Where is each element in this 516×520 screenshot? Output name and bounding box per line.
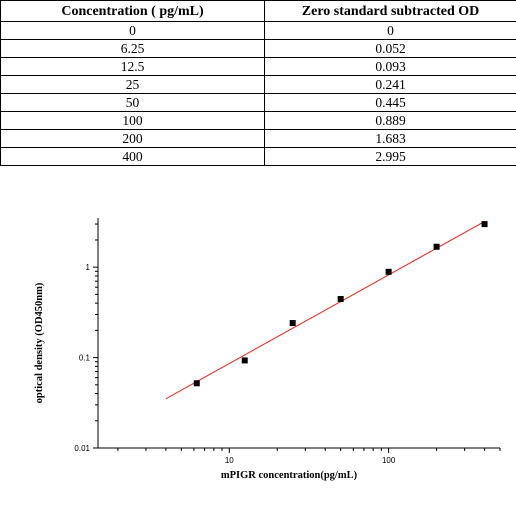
standard-curve-chart: 10 100 0.01 0.1 1 mPIGR concentration(pg/mL)…: [34, 218, 501, 481]
data-point: [193, 380, 200, 387]
data-point: [433, 243, 440, 250]
cell-od: 0.093: [264, 57, 516, 76]
cell-od: 0.241: [264, 75, 516, 94]
fit-line-group: [165, 221, 485, 400]
x-tick-label: 100: [382, 456, 396, 465]
y-axis-label: optical density (OD450nm): [34, 282, 45, 403]
chart-ticks: 10 100 0.01 0.1 1: [74, 223, 501, 465]
y-tick-label: 0.01: [74, 444, 90, 453]
data-point: [289, 320, 296, 327]
cell-od: 0: [264, 21, 516, 40]
data-point: [385, 268, 392, 275]
cell-od: 0.889: [264, 111, 516, 130]
cell-concentration: 0: [0, 21, 265, 40]
table-row: 200 1.683: [0, 129, 516, 148]
x-tick-label: 10: [225, 456, 234, 465]
y-tick-label: 1: [86, 263, 91, 272]
cell-concentration: 50: [0, 93, 265, 112]
cell-concentration: 400: [0, 147, 265, 166]
x-axis-label: mPIGR concentration(pg/mL): [221, 470, 358, 481]
table-row: 50 0.445: [0, 93, 516, 112]
cell-concentration: 100: [0, 111, 265, 130]
data-point: [241, 357, 248, 364]
data-point: [481, 221, 488, 228]
cell-od: 1.683: [264, 129, 516, 148]
data-points: [193, 221, 488, 387]
chart-axes: [97, 218, 500, 449]
table-header-row: Concentration ( pg/mL) Zero standard sub…: [0, 0, 516, 22]
data-point: [337, 295, 344, 302]
cell-concentration: 6.25: [0, 39, 265, 58]
table-row: 100 0.889: [0, 111, 516, 130]
cell-od: 2.995: [264, 147, 516, 166]
table-row: 6.25 0.052: [0, 39, 516, 58]
cell-concentration: 25: [0, 75, 265, 94]
header-concentration: Concentration ( pg/mL): [0, 0, 265, 22]
table-row: 25 0.241: [0, 75, 516, 94]
fit-line: [165, 221, 485, 400]
cell-concentration: 200: [0, 129, 265, 148]
y-tick-label: 0.1: [79, 354, 91, 363]
cell-concentration: 12.5: [0, 57, 265, 76]
header-od: Zero standard subtracted OD: [264, 0, 516, 22]
table-row: 400 2.995: [0, 147, 516, 166]
cell-od: 0.052: [264, 39, 516, 58]
cell-od: 0.445: [264, 93, 516, 112]
table-row: 12.5 0.093: [0, 57, 516, 76]
standard-curve-table: Concentration ( pg/mL) Zero standard sub…: [0, 0, 516, 166]
